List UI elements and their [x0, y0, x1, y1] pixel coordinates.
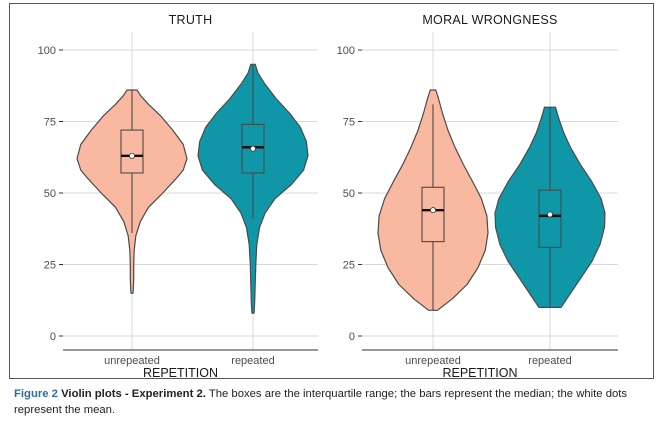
y-tick-label: 25: [343, 260, 355, 272]
panel-title: MORAL WRONGNESS: [422, 13, 557, 27]
y-tick-label: 75: [44, 117, 56, 129]
y-tick-label: 25: [44, 260, 56, 272]
iqr-box-repeated: [538, 189, 562, 248]
y-tick-label: 100: [337, 45, 355, 57]
mean-dot-repeated: [547, 211, 554, 218]
caption-title: Violin plots - Experiment 2.: [61, 388, 206, 400]
mean-dot-unrepeated: [129, 152, 136, 159]
y-tick-label: 50: [44, 188, 56, 200]
y-tick-label: 0: [50, 331, 56, 343]
x-tick-label-repeated: repeated: [528, 355, 571, 367]
x-axis-title: REPETITION: [442, 366, 517, 378]
mean-dot-unrepeated: [429, 207, 436, 214]
mean-dot-repeated: [249, 145, 256, 152]
panel-title: TRUTH: [169, 13, 213, 27]
y-tick-label: 0: [349, 331, 355, 343]
violin-chart: 0 25 50 75 100 unrepeated repeated TRUTH REPETIT…: [38, 13, 618, 378]
iqr-box-unrepeated: [120, 129, 144, 174]
x-axis-title: REPETITION: [143, 366, 218, 378]
panel-1: 0 25 50 75 100 unrepeated repeated TRUTH REPETIT…: [38, 13, 318, 378]
caption-text: The boxes are the interquartile range; t…: [14, 388, 628, 416]
caption-figure-label: Figure 2: [14, 388, 58, 400]
y-tick-label: 50: [343, 188, 355, 200]
panel-2: 0 25 50 75 100 unrepeated repeated MORAL WRONGN…: [337, 13, 618, 378]
iqr-box-unrepeated: [421, 186, 445, 243]
x-tick-label-unrepeated: unrepeated: [104, 355, 160, 367]
y-tick-label: 75: [343, 117, 355, 129]
figure-caption: Figure 2 Violin plots - Experiment 2. Th…: [14, 386, 648, 418]
y-tick-label: 100: [38, 45, 56, 57]
figure-frame: 0 25 50 75 100 unrepeated repeated TRUTH REPETIT…: [9, 3, 654, 379]
x-tick-label-unrepeated: unrepeated: [405, 355, 461, 367]
x-tick-label-repeated: repeated: [231, 355, 274, 367]
